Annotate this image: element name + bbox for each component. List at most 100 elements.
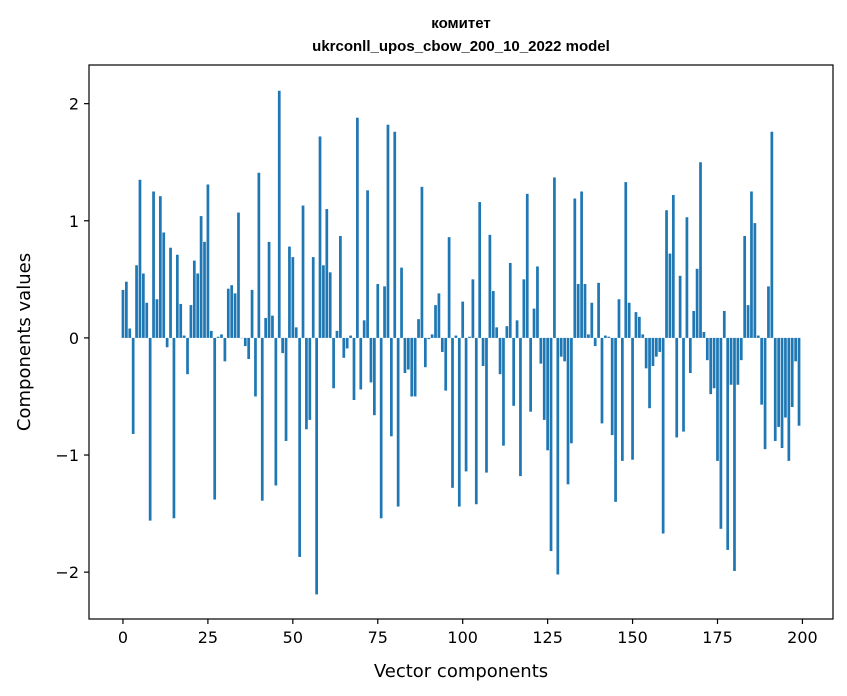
- y-axis-ticks: −2 −1 0 1 2: [55, 95, 89, 582]
- bar: [638, 316, 641, 338]
- bar: [644, 337, 648, 369]
- bar: [318, 136, 322, 338]
- bar: [522, 279, 526, 338]
- bar: [546, 337, 549, 451]
- bar: [553, 177, 556, 338]
- bar: [587, 334, 590, 338]
- bar: [400, 267, 403, 338]
- bar: [566, 337, 570, 485]
- bar: [559, 337, 563, 357]
- x-axis-ticks: 0 25 50 75 100 125 150 175 200: [118, 619, 818, 647]
- bar: [264, 317, 268, 338]
- bar: [668, 253, 672, 338]
- bar: [199, 216, 203, 338]
- bar: [271, 315, 274, 338]
- y-tick-label: 1: [69, 212, 79, 231]
- bar: [794, 337, 797, 362]
- x-tick-label: 200: [787, 628, 818, 647]
- bar: [366, 190, 369, 338]
- chart-subtitle: ukrconll_upos_cbow_200_10_2022 model: [312, 38, 610, 55]
- x-tick-label: 25: [198, 628, 218, 647]
- y-tick-label: 2: [69, 95, 79, 114]
- bar: [430, 334, 434, 338]
- bar: [464, 337, 468, 472]
- bar: [648, 337, 651, 409]
- bar: [485, 337, 488, 473]
- bar: [746, 305, 750, 338]
- bar: [423, 337, 427, 368]
- bar: [651, 337, 655, 367]
- bar: [756, 335, 760, 338]
- bar: [342, 337, 346, 358]
- bar: [474, 337, 478, 505]
- bar: [138, 179, 142, 338]
- y-tick-label: 0: [69, 329, 79, 348]
- bar: [179, 303, 183, 338]
- bar: [614, 337, 617, 502]
- bar: [274, 337, 278, 486]
- bar: [250, 289, 254, 338]
- x-tick-label: 150: [617, 628, 648, 647]
- bar: [549, 337, 553, 552]
- bar: [209, 330, 213, 338]
- bar: [519, 337, 522, 477]
- bar: [787, 337, 791, 461]
- bar: [773, 337, 777, 441]
- bar: [186, 337, 189, 375]
- bar: [763, 337, 767, 450]
- bar: [420, 186, 424, 338]
- bar: [719, 337, 723, 529]
- bar: [767, 286, 770, 338]
- bar: [495, 327, 499, 338]
- bar: [311, 257, 315, 338]
- bar: [175, 254, 179, 338]
- bar: [736, 337, 740, 385]
- bar: [692, 310, 696, 338]
- bar: [298, 337, 301, 557]
- bar: [396, 337, 400, 507]
- bar: [145, 302, 149, 338]
- bar: [576, 284, 580, 338]
- bar: [760, 337, 764, 405]
- bar: [661, 337, 665, 534]
- bar: [165, 337, 169, 348]
- bar: [203, 241, 206, 338]
- bar: [505, 326, 509, 338]
- bar: [627, 302, 631, 338]
- bar: [403, 337, 407, 374]
- bar: [172, 337, 176, 519]
- bar: [532, 308, 536, 338]
- bar: [230, 285, 234, 338]
- y-tick-label: −1: [55, 446, 79, 465]
- bar: [780, 337, 784, 448]
- bar: [590, 302, 594, 338]
- bar: [257, 172, 261, 338]
- bar: [583, 284, 587, 338]
- bar: [301, 205, 305, 338]
- bar: [362, 320, 366, 338]
- x-tick-label: 75: [368, 628, 388, 647]
- bar: [434, 305, 437, 338]
- bar: [722, 310, 726, 338]
- bar: [784, 337, 787, 418]
- bar: [461, 301, 465, 338]
- bar: [797, 337, 801, 426]
- bar: [155, 299, 159, 338]
- bar: [390, 337, 393, 437]
- bar: [152, 191, 155, 338]
- bar: [726, 337, 730, 550]
- bar: [539, 337, 543, 364]
- bar: [213, 337, 217, 500]
- bar: [654, 337, 658, 357]
- bar: [206, 184, 210, 338]
- bar: [478, 202, 482, 338]
- bar: [610, 337, 614, 436]
- bar: [716, 337, 719, 461]
- bar: [570, 337, 573, 444]
- bar: [189, 305, 193, 338]
- bar: [345, 337, 349, 349]
- y-tick-label: −2: [55, 563, 79, 582]
- bar: [573, 198, 577, 338]
- bar: [481, 337, 485, 367]
